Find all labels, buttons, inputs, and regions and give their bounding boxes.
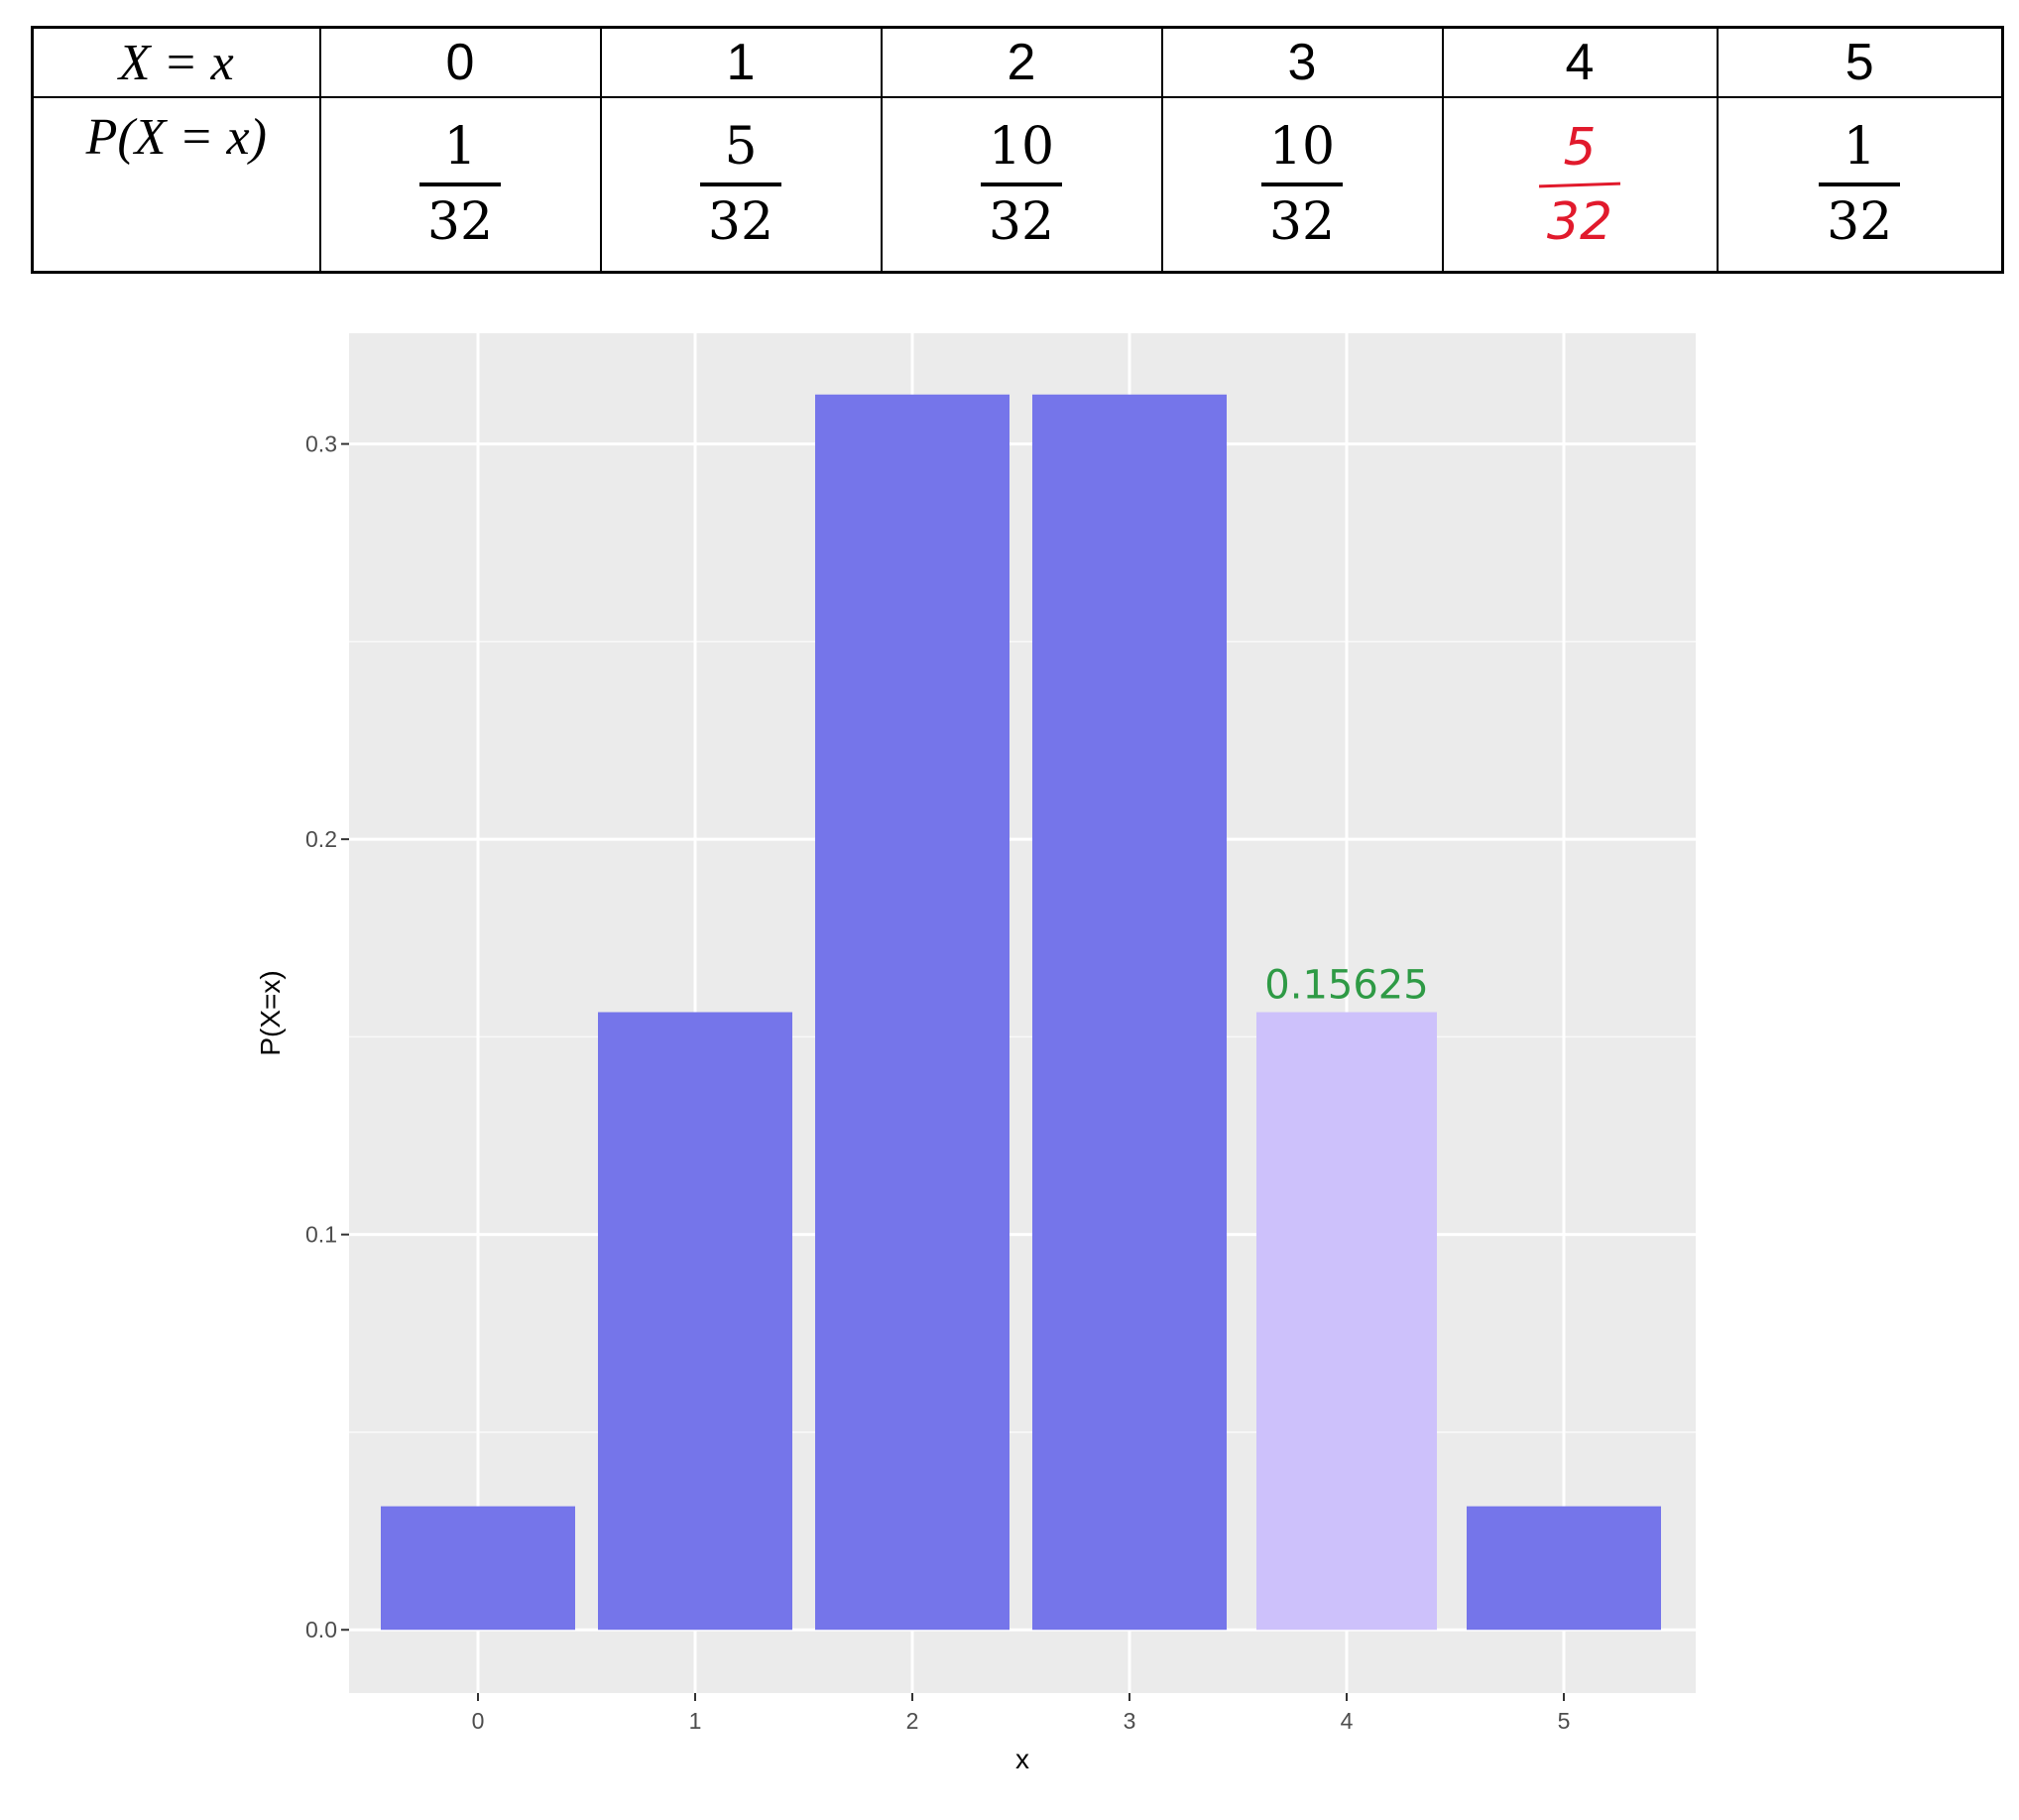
bar <box>1032 394 1227 1631</box>
x-value-cell: 2 <box>880 26 1163 98</box>
distribution-table: X = x 0 1 2 3 4 5 P(X = x) 1 32 5 32 10 <box>31 26 2004 274</box>
fraction-denominator: 32 <box>707 192 774 252</box>
y-tick-label: 0.3 <box>305 431 337 457</box>
fraction-bar <box>1819 182 1901 186</box>
fraction-denominator: 32 <box>1268 192 1336 252</box>
probability-row: P(X = x) 1 32 5 32 10 32 10 <box>31 96 2004 274</box>
fraction-numerator: 5 <box>1563 117 1597 178</box>
fraction-bar <box>1260 182 1344 186</box>
probability-row-label: P(X = x) <box>31 96 321 274</box>
highlighted-bar <box>1256 1012 1437 1631</box>
fraction-denominator: 32 <box>426 192 494 252</box>
bar <box>1467 1506 1661 1631</box>
fraction-numerator: 10 <box>988 117 1055 177</box>
y-tick-label: 0.1 <box>305 1222 337 1248</box>
x-value-cell: 4 <box>1441 26 1719 98</box>
bar <box>598 1012 792 1631</box>
fraction-denominator: 32 <box>988 192 1055 252</box>
fraction-numerator: 10 <box>1268 117 1336 177</box>
y-tick-label: 0.0 <box>305 1617 337 1642</box>
x-axis-title: x <box>1015 1744 1029 1774</box>
probability-cell-handwritten: 5 32 <box>1441 96 1719 274</box>
fraction-bar <box>418 182 502 186</box>
handwritten-fraction: 5 32 <box>1538 117 1621 252</box>
probability-cell: 1 32 <box>1716 96 2004 274</box>
x-value-cell: 5 <box>1716 26 2004 98</box>
x-value-cell: 1 <box>599 26 883 98</box>
probability-cell: 1 32 <box>318 96 602 274</box>
probability-fraction: 1 32 <box>1819 117 1901 252</box>
bar <box>381 1506 575 1631</box>
fraction-denominator: 32 <box>1827 192 1893 252</box>
probability-cell: 10 32 <box>1160 96 1444 274</box>
x-row-label: X = x <box>31 26 321 98</box>
bar <box>815 394 1010 1631</box>
probability-fraction: 10 32 <box>1260 117 1344 252</box>
x-tick-label: 3 <box>1124 1708 1136 1734</box>
y-axis-title: P(X=x) <box>255 970 286 1055</box>
fraction-numerator: 1 <box>443 117 477 177</box>
fraction-bar <box>980 182 1063 186</box>
x-value-cell: 0 <box>318 26 602 98</box>
probability-fraction: 1 32 <box>418 117 502 252</box>
probability-cell: 10 32 <box>880 96 1163 274</box>
plot-panel <box>349 333 1696 1693</box>
x-tick-label: 1 <box>689 1708 702 1734</box>
y-tick-label: 0.2 <box>305 826 337 852</box>
fraction-denominator: 32 <box>1546 191 1613 252</box>
probability-fraction: 10 32 <box>980 117 1063 252</box>
bar-value-annotation: 0.15625 <box>1264 963 1428 1009</box>
x-tick-label: 2 <box>906 1708 919 1734</box>
x-tick-label: 4 <box>1341 1708 1354 1734</box>
x-tick-label: 0 <box>472 1708 485 1734</box>
x-value-cell: 3 <box>1160 26 1444 98</box>
fraction-bar <box>699 182 782 186</box>
fraction-numerator: 5 <box>724 117 758 177</box>
fraction-numerator: 1 <box>1842 117 1876 177</box>
probability-cell: 5 32 <box>599 96 883 274</box>
x-tick-label: 5 <box>1558 1708 1571 1734</box>
x-values-row: X = x 0 1 2 3 4 5 <box>31 26 2004 98</box>
probability-fraction: 5 32 <box>699 117 782 252</box>
